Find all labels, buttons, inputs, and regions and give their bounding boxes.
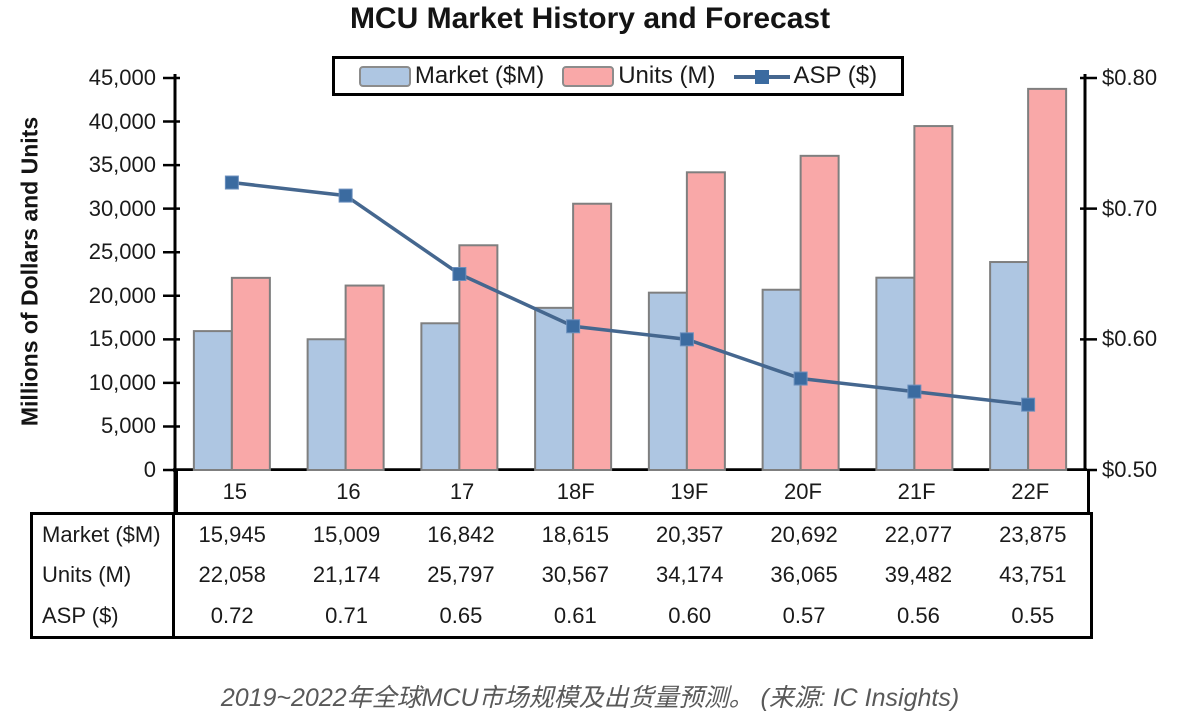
bar-market bbox=[875, 276, 916, 472]
left-axis-tick-label: 0 bbox=[143, 457, 156, 482]
table-cell: 34,174 bbox=[656, 562, 724, 588]
table-cell: 43,751 bbox=[999, 562, 1067, 588]
legend-label-asp: ASP ($) bbox=[793, 62, 878, 89]
table-cell: 22,077 bbox=[884, 522, 953, 548]
left-axis-tick-label: 25,000 bbox=[88, 239, 156, 265]
left-axis-tick-label: 15,000 bbox=[88, 326, 156, 352]
market-swatch-icon bbox=[358, 65, 411, 87]
category-label: 21F bbox=[897, 478, 936, 504]
units-swatch-icon bbox=[562, 65, 615, 87]
asp-marker bbox=[224, 175, 239, 190]
x-axis-category-row: 15 16 17 18F 19F 20F 21F 22F bbox=[175, 471, 1090, 512]
legend-label-market: Market ($M) bbox=[414, 62, 545, 89]
legend-label-units: Units (M) bbox=[618, 62, 716, 89]
asp-marker bbox=[566, 319, 581, 334]
table-cell: 18,615 bbox=[541, 522, 609, 548]
table-row-header: ASP ($) bbox=[33, 595, 175, 636]
asp-marker bbox=[679, 332, 694, 347]
asp-marker bbox=[1021, 397, 1036, 412]
asp-marker bbox=[452, 267, 467, 281]
table-cell: 0.57 bbox=[782, 602, 826, 628]
asp-line-swatch-icon bbox=[733, 66, 790, 87]
bar-units bbox=[913, 125, 954, 472]
right-axis-tick-label: $0.50 bbox=[1102, 457, 1158, 482]
bar-units bbox=[458, 244, 499, 471]
left-axis-tick-label: 30,000 bbox=[88, 195, 156, 221]
table-cell: 23,875 bbox=[999, 522, 1067, 548]
category-label: 19F bbox=[670, 478, 709, 504]
table-row-header: Units (M) bbox=[33, 555, 175, 596]
bar-units bbox=[799, 154, 840, 471]
table-cell: 15,009 bbox=[312, 522, 381, 548]
table-cell: 16,842 bbox=[427, 522, 495, 548]
asp-marker bbox=[907, 384, 922, 399]
asp-marker bbox=[338, 188, 353, 203]
left-axis-tick-label: 10,000 bbox=[88, 369, 156, 395]
bar-market bbox=[192, 330, 233, 471]
left-axis-tick-label: 40,000 bbox=[88, 108, 156, 134]
bar-units bbox=[1027, 87, 1068, 471]
category-label: 18F bbox=[556, 478, 595, 504]
legend-item-market: Market ($M) bbox=[358, 62, 545, 90]
chart-title: MCU Market History and Forecast bbox=[349, 2, 831, 35]
bar-market bbox=[989, 261, 1030, 471]
table-cell: 20,357 bbox=[656, 522, 724, 548]
table-cell: 20,692 bbox=[770, 522, 838, 548]
table-cell: 25,797 bbox=[427, 562, 495, 588]
asp-line bbox=[231, 180, 1029, 407]
table-cell: 30,567 bbox=[541, 562, 609, 588]
right-axis-tick-label: $0.70 bbox=[1102, 195, 1158, 221]
table-cell: 0.72 bbox=[210, 602, 254, 628]
bar-market bbox=[420, 322, 461, 472]
right-axis-tick-label: $0.80 bbox=[1102, 65, 1158, 90]
bar-market bbox=[534, 306, 575, 471]
category-label: 22F bbox=[1011, 478, 1050, 504]
figure-caption: 2019~2022年全球MCU市场规模及出货量预测。 (来源: IC Insig… bbox=[220, 684, 960, 712]
table-cell: 0.61 bbox=[553, 602, 597, 628]
bar-units bbox=[572, 202, 613, 471]
bar-market bbox=[761, 288, 802, 471]
left-axis-tick-label: 20,000 bbox=[88, 282, 156, 308]
bar-units bbox=[230, 276, 271, 471]
category-label: 16 bbox=[336, 478, 361, 504]
table-cell: 39,482 bbox=[884, 562, 953, 588]
table-cell: 0.55 bbox=[1011, 602, 1055, 628]
bar-market bbox=[306, 338, 347, 472]
left-axis-tick-label: 5,000 bbox=[100, 413, 156, 439]
left-axis-tick-label: 35,000 bbox=[88, 152, 156, 178]
table-row-header: Market ($M) bbox=[33, 515, 175, 556]
table-cell: 0.56 bbox=[897, 602, 940, 628]
bar-market bbox=[647, 291, 688, 471]
data-table: Market ($M) 15,945 15,009 16,842 18,615 20,35… bbox=[30, 512, 1093, 639]
legend: Market ($M) Units (M) ASP ($) bbox=[332, 56, 904, 96]
table-cell: 22,058 bbox=[198, 562, 266, 588]
table-cell: 21,174 bbox=[312, 562, 381, 588]
bar-units bbox=[344, 284, 385, 471]
table-cell: 36,065 bbox=[770, 562, 838, 588]
table-cell: 0.71 bbox=[325, 602, 368, 628]
legend-item-units: Units (M) bbox=[562, 62, 716, 90]
table-cell: 0.65 bbox=[439, 602, 483, 628]
table-cell: 0.60 bbox=[668, 602, 712, 628]
legend-item-asp: ASP ($) bbox=[733, 62, 878, 90]
category-label: 15 bbox=[222, 478, 248, 504]
y-axis-label: Millions of Dollars and Units bbox=[16, 116, 43, 427]
bar-units bbox=[685, 171, 726, 471]
right-axis-tick-label: $0.60 bbox=[1102, 326, 1158, 352]
table-cell: 15,945 bbox=[198, 522, 266, 548]
category-label: 20F bbox=[783, 478, 822, 504]
asp-marker bbox=[793, 371, 808, 386]
category-label: 17 bbox=[449, 478, 475, 504]
left-axis-tick-label: 45,000 bbox=[88, 65, 156, 90]
